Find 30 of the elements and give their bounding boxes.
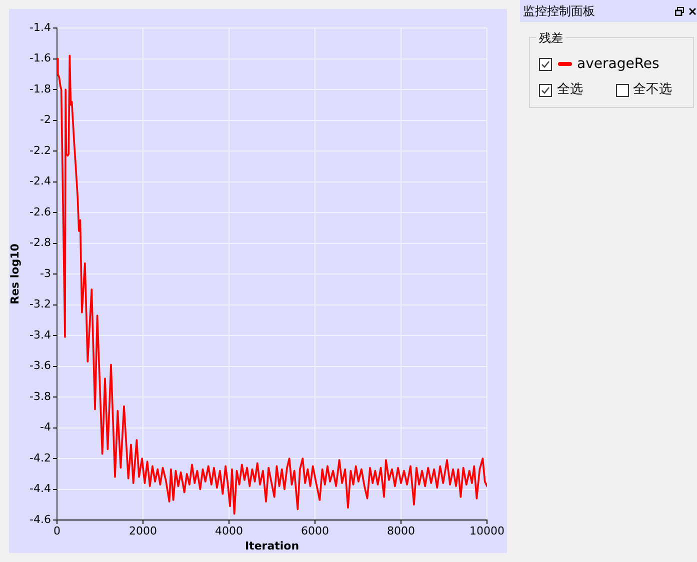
x-tick-label: 8000 xyxy=(387,524,415,538)
x-tick-label: 0 xyxy=(54,524,60,538)
text: 全选 xyxy=(557,82,583,97)
y-tick-label: -4.2 xyxy=(30,451,51,464)
x-tick-label: 4000 xyxy=(215,524,243,538)
y-tick-label: -3.8 xyxy=(30,390,51,403)
x-tick-label: 10000 xyxy=(470,524,504,538)
x-axis-title: Iteration xyxy=(244,539,300,552)
y-tick-label: -4.6 xyxy=(30,512,51,526)
y-tick-label: -1.6 xyxy=(30,52,51,65)
legend-title: 残差 xyxy=(536,31,566,45)
y-tick-label: -2 xyxy=(40,113,51,126)
y-tick-label: -1.4 xyxy=(30,20,51,34)
y-tick-label: -4.4 xyxy=(30,482,51,496)
y-tick-label: -2.6 xyxy=(30,205,51,218)
y-tick-label: -3.6 xyxy=(30,359,51,372)
x-tick-label: 2000 xyxy=(129,524,157,538)
y-axis-title: Res log10 xyxy=(8,243,22,304)
y-tick-label: -2.4 xyxy=(30,174,51,188)
text: 监控控制面板 xyxy=(523,4,595,18)
text: 全不选 xyxy=(633,82,672,97)
y-tick-label: -3 xyxy=(40,266,51,280)
y-tick-label: -2.8 xyxy=(30,236,51,250)
y-tick-label: -3.2 xyxy=(30,298,51,311)
y-tick-label: -3.4 xyxy=(30,328,51,342)
y-tick-label: -1.8 xyxy=(30,82,51,96)
y-tick-label: -4 xyxy=(40,420,51,434)
y-tick-label: -2.2 xyxy=(30,144,51,157)
legend-label: averageRes xyxy=(577,56,660,72)
x-tick-label: 6000 xyxy=(301,524,329,538)
